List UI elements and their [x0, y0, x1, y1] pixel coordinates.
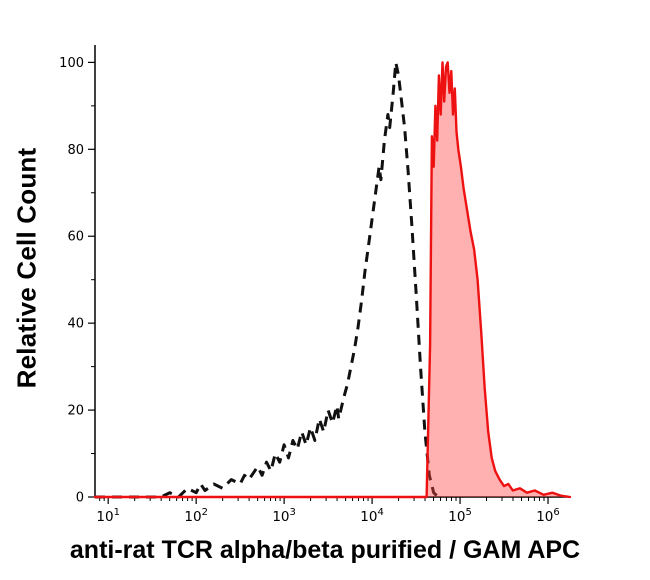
y-axis-label: Relative Cell Count: [11, 147, 42, 389]
svg-text:60: 60: [67, 230, 84, 245]
svg-text:102: 102: [184, 507, 208, 525]
svg-text:103: 103: [272, 507, 296, 525]
svg-text:20: 20: [67, 404, 84, 419]
svg-text:101: 101: [96, 507, 120, 525]
svg-text:104: 104: [360, 507, 384, 525]
svg-text:80: 80: [67, 143, 84, 158]
svg-text:40: 40: [67, 317, 84, 332]
svg-text:106: 106: [536, 507, 560, 525]
x-axis-label: anti-rat TCR alpha/beta purified / GAM A…: [69, 536, 581, 564]
svg-text:100: 100: [59, 56, 84, 71]
svg-text:105: 105: [448, 507, 472, 525]
svg-text:0: 0: [76, 491, 84, 506]
